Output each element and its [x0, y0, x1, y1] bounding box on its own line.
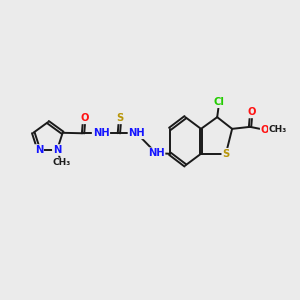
Text: O: O [80, 113, 88, 123]
Text: S: S [222, 149, 230, 159]
Text: NH: NH [93, 128, 109, 138]
Text: N: N [35, 145, 43, 155]
Text: NH: NH [128, 128, 145, 138]
Text: CH₃: CH₃ [52, 158, 70, 167]
Text: Cl: Cl [214, 97, 225, 107]
Text: O: O [247, 107, 256, 117]
Text: S: S [116, 113, 124, 123]
Text: O: O [261, 125, 269, 135]
Text: NH: NH [148, 148, 164, 158]
Text: CH₃: CH₃ [269, 125, 287, 134]
Text: N: N [53, 145, 61, 155]
